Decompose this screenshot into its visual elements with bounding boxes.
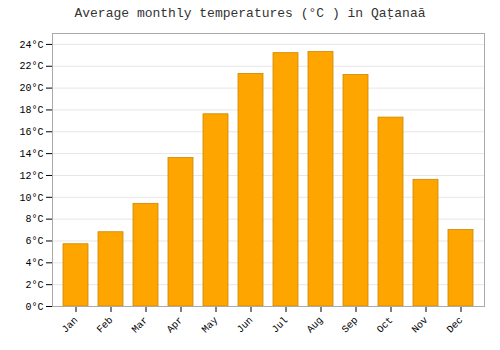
html-text:Average monthly temperatures (: Average monthly temperatures (°C ) in Qa… bbox=[74, 6, 426, 21]
svg-text:24°C: 24°C bbox=[19, 40, 43, 51]
svg-text:12°C: 12°C bbox=[19, 171, 43, 182]
svg-text:6°C: 6°C bbox=[25, 236, 43, 247]
svg-text:18°C: 18°C bbox=[19, 105, 43, 116]
svg-text:14°C: 14°C bbox=[19, 149, 43, 160]
svg-text:Sep: Sep bbox=[340, 315, 361, 336]
svg-text:May: May bbox=[200, 315, 221, 336]
svg-text:0°C: 0°C bbox=[25, 302, 43, 313]
svg-text:Feb: Feb bbox=[95, 315, 116, 336]
svg-text:2°C: 2°C bbox=[25, 280, 43, 291]
svg-text:Jun: Jun bbox=[235, 315, 256, 336]
svg-text:Oct: Oct bbox=[375, 315, 396, 336]
svg-text:Aug: Aug bbox=[305, 315, 326, 336]
svg-text:Jul: Jul bbox=[270, 315, 291, 336]
svg-text:Apr: Apr bbox=[165, 315, 186, 336]
svg-text:20°C: 20°C bbox=[19, 83, 43, 94]
svg-text:10°C: 10°C bbox=[19, 193, 43, 204]
svg-text:Jan: Jan bbox=[60, 315, 81, 336]
svg-text:22°C: 22°C bbox=[19, 61, 43, 72]
svg-text:4°C: 4°C bbox=[25, 258, 43, 269]
svg-text:Nov: Nov bbox=[410, 315, 431, 336]
svg-text:Dec: Dec bbox=[445, 315, 466, 336]
svg-text:8°C: 8°C bbox=[25, 214, 43, 225]
svg-text:16°C: 16°C bbox=[19, 127, 43, 138]
svg-text:Mar: Mar bbox=[130, 315, 151, 336]
